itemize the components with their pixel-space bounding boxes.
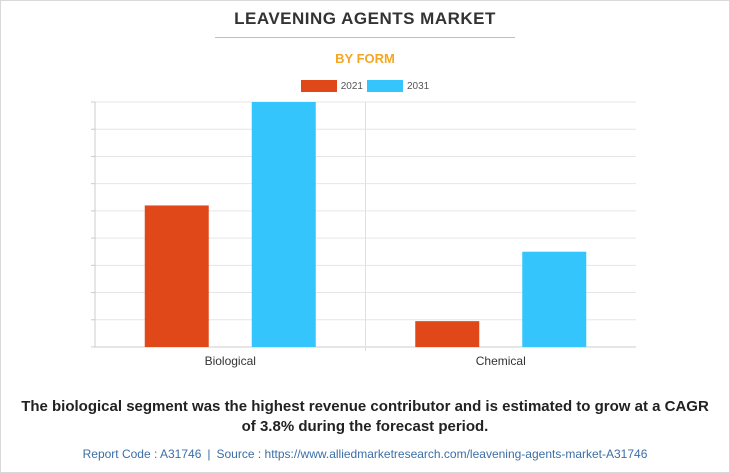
- report-code: Report Code : A31746: [82, 447, 202, 461]
- chart-title: LEAVENING AGENTS MARKET: [234, 9, 496, 28]
- legend-label-2031: 2031: [407, 80, 430, 92]
- bar-chemical-2031: [522, 251, 587, 347]
- legend-swatch-2031: [367, 80, 403, 92]
- legend-item-2031[interactable]: 2031: [367, 80, 429, 92]
- x-tick-label-biological: Biological: [205, 354, 256, 368]
- legend-item-2021[interactable]: 2021: [300, 80, 363, 92]
- footer-separator: |: [207, 447, 211, 461]
- bar-biological-2021: [144, 205, 209, 347]
- source-link[interactable]: Source : https://www.alliedmarketresearc…: [216, 447, 648, 461]
- legend-swatch-2021: [300, 80, 337, 92]
- legend-label-2021: 2021: [340, 80, 363, 92]
- title-divider: [215, 37, 515, 38]
- legend: 2021 2031: [0, 80, 730, 92]
- bar-chart: Biological Chemical: [91, 101, 636, 368]
- x-tick-label-chemical: Chemical: [476, 354, 526, 368]
- chart-caption: The biological segment was the highest r…: [21, 398, 709, 435]
- chart-subtitle: BY FORM: [335, 51, 395, 66]
- bar-biological-2031: [251, 102, 316, 347]
- bar-chemical-2021: [415, 321, 480, 347]
- footer: Report Code : A31746 | Source : https://ww…: [0, 447, 730, 461]
